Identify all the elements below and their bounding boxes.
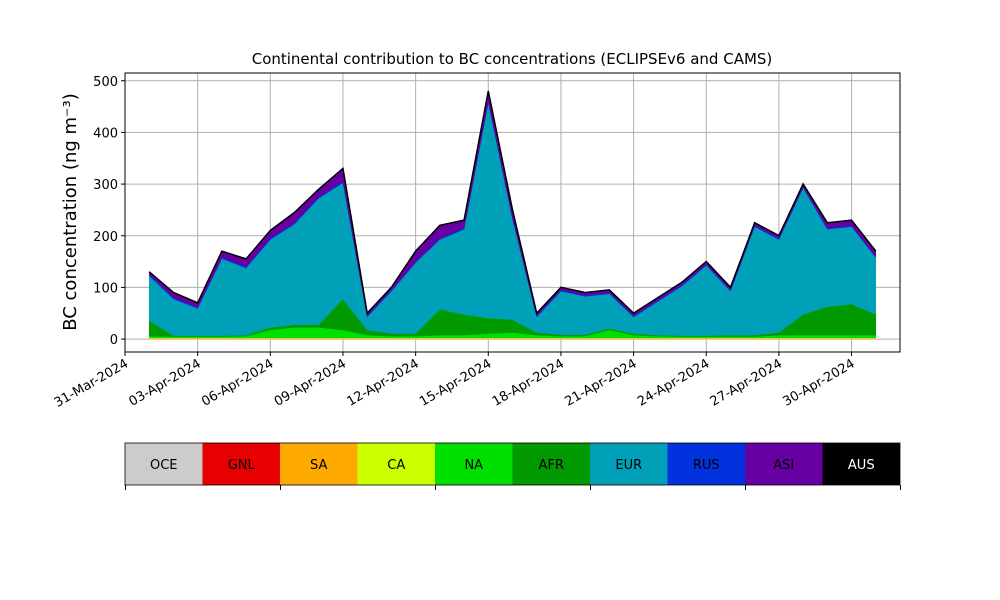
total-outline bbox=[148, 90, 877, 315]
legend-label: OCE bbox=[150, 458, 178, 473]
x-tick-label: 03-Apr-2024 bbox=[127, 356, 204, 409]
legend-ticks bbox=[125, 485, 901, 490]
legend: OCE GNL SA CA NA AFR EUR RUS ASI AUS bbox=[124, 442, 901, 486]
x-tick-label: 21-Apr-2024 bbox=[562, 356, 639, 409]
x-tick-label: 24-Apr-2024 bbox=[635, 356, 712, 409]
legend-label: EUR bbox=[615, 458, 642, 473]
legend-swatch bbox=[280, 443, 358, 485]
x-tick-label: 18-Apr-2024 bbox=[490, 356, 567, 409]
x-tick-label: 06-Apr-2024 bbox=[199, 356, 276, 409]
y-tick-label: 500 bbox=[93, 75, 118, 90]
legend-swatch bbox=[125, 443, 203, 485]
legend-label: RUS bbox=[693, 458, 720, 473]
y-axis-label: BC concentration (ng m⁻³) bbox=[60, 93, 81, 331]
y-tick-label: 0 bbox=[110, 333, 118, 348]
y-tick-label: 300 bbox=[93, 178, 118, 193]
y-tick-label: 400 bbox=[93, 126, 118, 141]
plot-area: 0 100 200 300 400 500 31-Mar-202403-Apr-202406… bbox=[52, 72, 901, 411]
legend-label: NA bbox=[464, 458, 483, 473]
plot-frame bbox=[124, 72, 901, 353]
legend-label: AUS bbox=[848, 458, 875, 473]
legend-label: ASI bbox=[773, 458, 794, 473]
legend-swatch bbox=[822, 443, 900, 485]
y-tick-label: 200 bbox=[93, 230, 118, 245]
legend-swatch bbox=[745, 443, 823, 485]
x-tick-label: 12-Apr-2024 bbox=[345, 356, 422, 409]
chart-title: Continental contribution to BC concentra… bbox=[252, 50, 773, 68]
legend-label: GNL bbox=[228, 458, 256, 473]
legend-label: AFR bbox=[539, 458, 564, 473]
x-tick-label: 27-Apr-2024 bbox=[708, 356, 785, 409]
legend-swatch bbox=[667, 443, 745, 485]
x-tick-label: 31-Mar-2024 bbox=[52, 356, 131, 410]
legend-swatch bbox=[512, 443, 590, 485]
legend-swatch bbox=[435, 443, 513, 485]
x-tick-label: 09-Apr-2024 bbox=[272, 356, 349, 409]
legend-label: CA bbox=[387, 458, 405, 473]
y-tick-label: 100 bbox=[93, 281, 118, 296]
legend-frame bbox=[124, 442, 901, 486]
legend-swatch bbox=[590, 443, 668, 485]
x-tick-label: 15-Apr-2024 bbox=[417, 356, 494, 409]
legend-swatch bbox=[202, 443, 280, 485]
legend-swatch bbox=[357, 443, 435, 485]
legend-label: SA bbox=[310, 458, 327, 473]
x-tick-label: 30-Apr-2024 bbox=[780, 356, 857, 409]
